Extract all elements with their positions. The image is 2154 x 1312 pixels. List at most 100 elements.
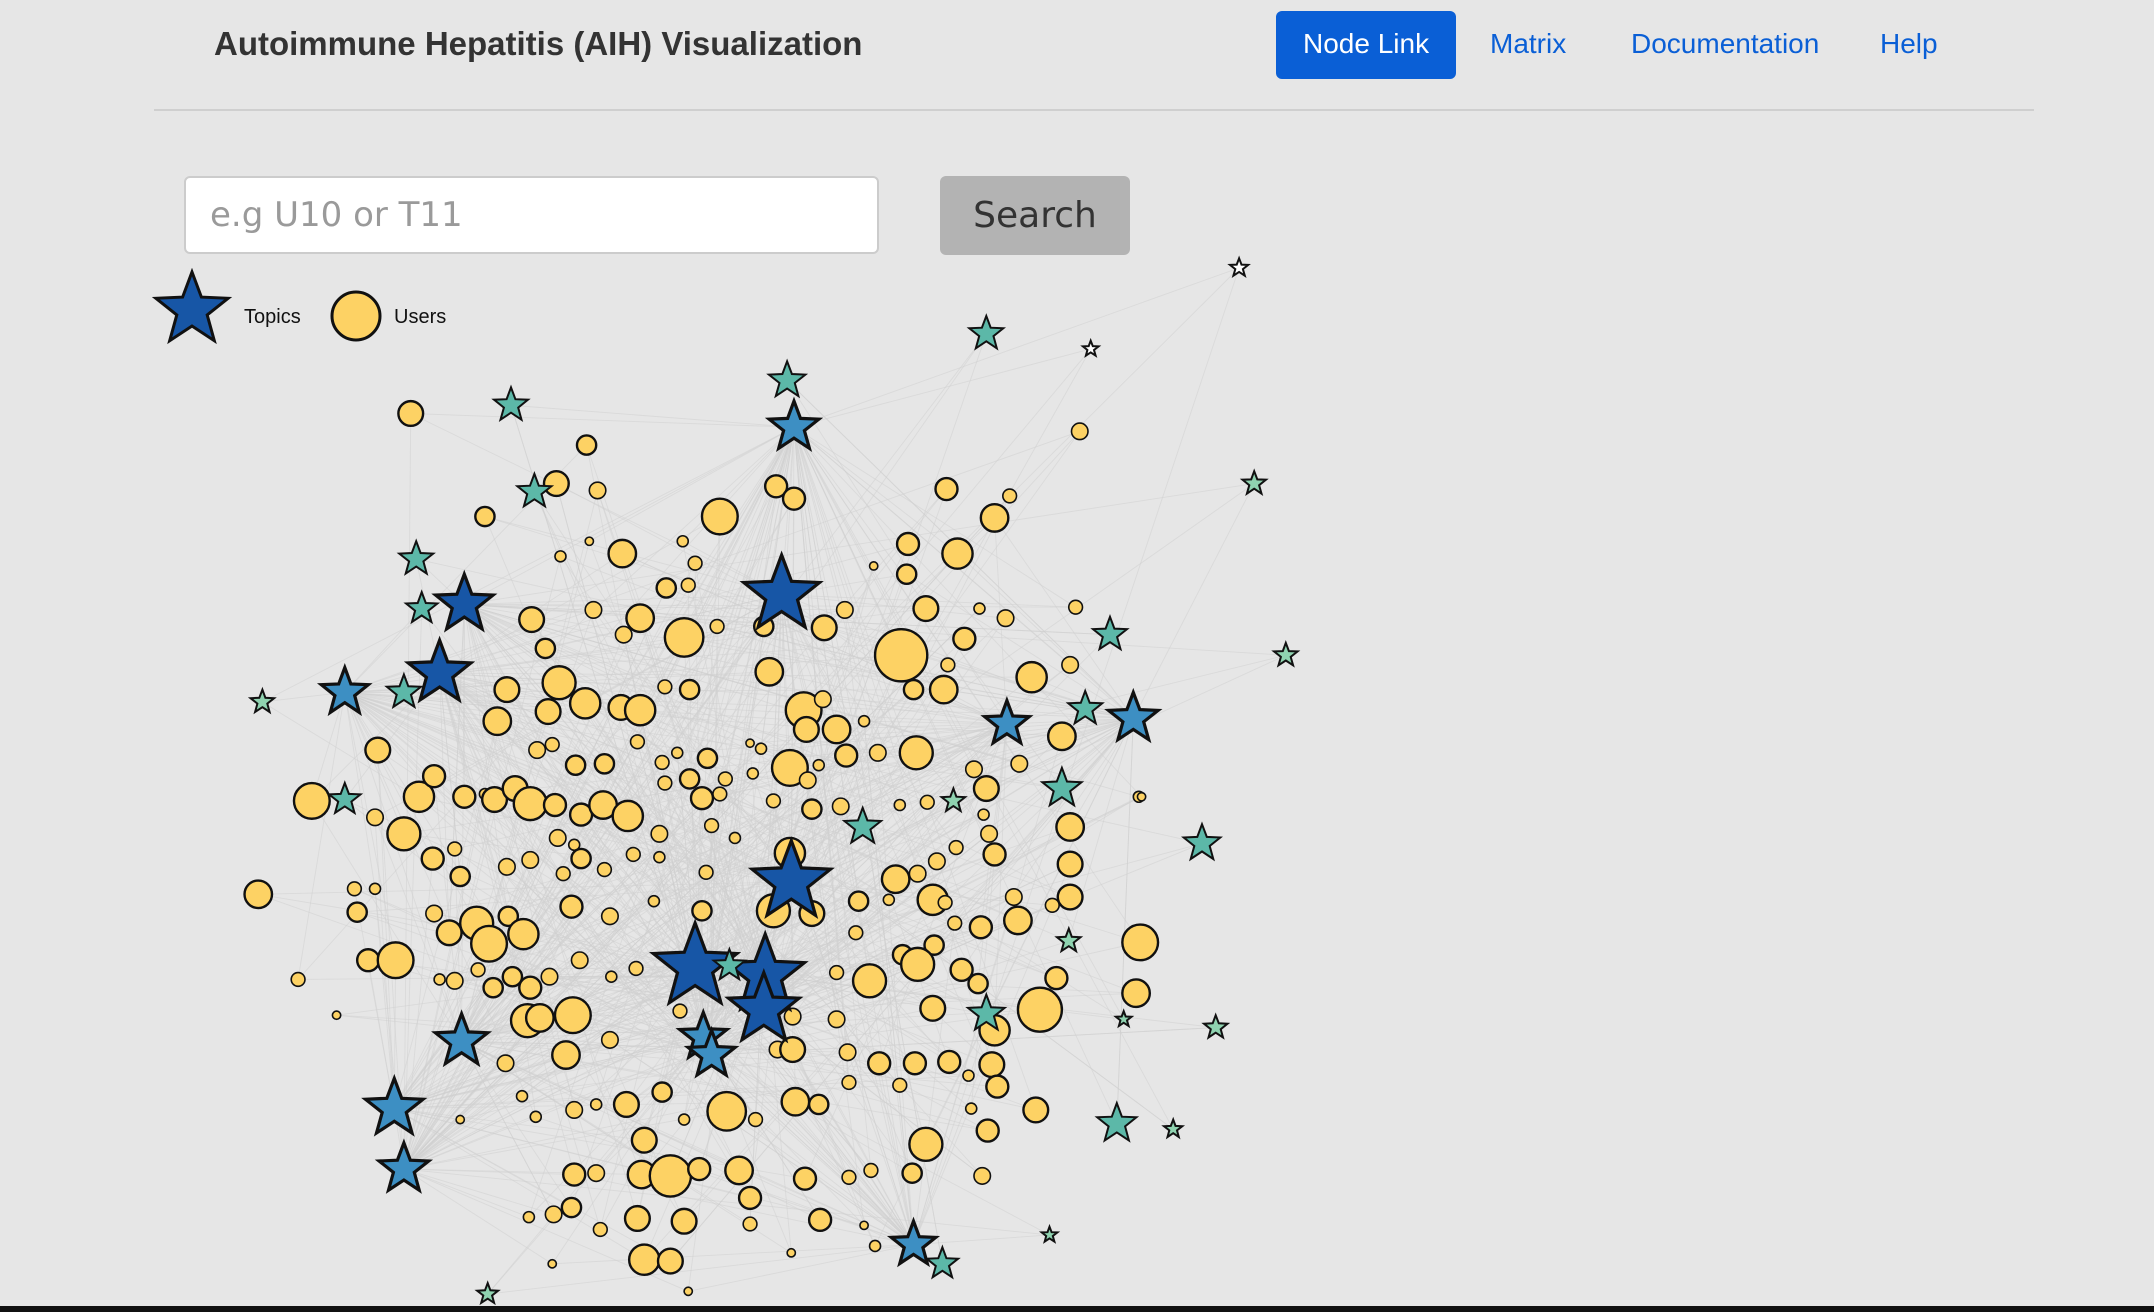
topic-node[interactable] [1054, 925, 1084, 954]
user-node[interactable] [1121, 923, 1160, 962]
user-node[interactable] [703, 817, 720, 834]
user-node[interactable] [973, 602, 986, 615]
user-node[interactable] [551, 1040, 581, 1070]
user-node[interactable] [1016, 986, 1064, 1033]
user-node[interactable] [908, 864, 927, 883]
user-node[interactable] [355, 948, 381, 973]
user-node[interactable] [996, 609, 1015, 628]
topic-node[interactable] [923, 1244, 961, 1280]
user-node[interactable] [977, 808, 990, 821]
user-node[interactable] [629, 734, 646, 750]
user-node[interactable] [934, 476, 959, 502]
user-node[interactable] [1002, 905, 1033, 936]
user-node[interactable] [964, 1102, 978, 1115]
user-node[interactable] [534, 637, 557, 660]
user-node[interactable] [651, 1081, 673, 1103]
user-node[interactable] [647, 894, 661, 908]
user-node[interactable] [765, 793, 782, 809]
user-node[interactable] [570, 951, 589, 970]
user-node[interactable] [807, 1093, 830, 1116]
user-node[interactable] [625, 603, 656, 634]
user-node[interactable] [469, 924, 509, 963]
user-node[interactable] [792, 715, 820, 744]
user-node[interactable] [565, 1100, 584, 1120]
user-node[interactable] [1067, 599, 1084, 615]
user-node[interactable] [386, 816, 422, 852]
user-node[interactable] [592, 1221, 608, 1238]
user-node[interactable] [656, 1247, 684, 1275]
user-node[interactable] [975, 1118, 1000, 1143]
user-node[interactable] [630, 1126, 658, 1154]
user-node[interactable] [548, 828, 567, 848]
user-node[interactable] [927, 852, 946, 871]
user-node[interactable] [650, 824, 669, 843]
user-node[interactable] [1022, 1096, 1050, 1124]
user-node[interactable] [346, 881, 363, 897]
nav-documentation[interactable]: Documentation [1631, 28, 1820, 59]
user-node[interactable] [657, 679, 673, 695]
topic-node[interactable] [396, 538, 436, 576]
topic-node[interactable] [886, 1216, 941, 1268]
user-node[interactable] [967, 972, 989, 995]
topic-node[interactable] [1181, 821, 1223, 862]
user-node[interactable] [821, 714, 852, 745]
user-node[interactable] [346, 901, 368, 923]
user-node[interactable] [972, 774, 1000, 803]
user-node[interactable] [807, 1207, 833, 1233]
user-node[interactable] [689, 785, 715, 811]
user-node[interactable] [1044, 897, 1060, 913]
user-node[interactable] [518, 975, 543, 1000]
user-node[interactable] [706, 1090, 748, 1132]
user-node[interactable] [847, 890, 870, 912]
user-node[interactable] [654, 754, 670, 771]
user-node[interactable] [676, 534, 690, 548]
user-node[interactable] [1121, 978, 1152, 1009]
user-node[interactable] [947, 915, 963, 931]
user-node[interactable] [899, 946, 936, 983]
user-node[interactable] [614, 625, 633, 644]
user-node[interactable] [985, 1074, 1010, 1099]
user-node[interactable] [746, 767, 760, 780]
user-node[interactable] [657, 775, 673, 791]
user-node[interactable] [588, 481, 607, 500]
user-node[interactable] [838, 1043, 857, 1062]
user-node[interactable] [1004, 887, 1023, 907]
user-node[interactable] [857, 714, 871, 728]
user-node[interactable] [831, 797, 850, 816]
user-node[interactable] [866, 1051, 892, 1076]
user-node[interactable] [908, 1126, 944, 1162]
user-node[interactable] [672, 1003, 688, 1019]
user-node[interactable] [868, 743, 887, 762]
user-node[interactable] [522, 1210, 536, 1224]
user-node[interactable] [623, 1204, 651, 1233]
topic-node[interactable] [764, 396, 824, 452]
user-node[interactable] [575, 434, 598, 456]
user-node[interactable] [1056, 850, 1084, 878]
nav-matrix[interactable]: Matrix [1490, 28, 1567, 59]
user-node[interactable] [859, 1220, 869, 1231]
user-node[interactable] [560, 1196, 583, 1219]
user-node[interactable] [623, 693, 657, 727]
user-node[interactable] [754, 656, 785, 687]
user-node[interactable] [292, 781, 331, 820]
user-node[interactable] [687, 555, 703, 571]
user-node[interactable] [445, 971, 464, 990]
user-node[interactable] [709, 618, 725, 635]
user-node[interactable] [898, 735, 934, 771]
user-node[interactable] [717, 771, 733, 787]
topic-node[interactable] [747, 836, 835, 920]
user-node[interactable] [948, 839, 964, 856]
user-node[interactable] [827, 1010, 846, 1029]
topic-node[interactable] [431, 569, 498, 633]
user-node[interactable] [612, 1090, 640, 1119]
user-node[interactable] [607, 538, 638, 569]
user-node[interactable] [470, 962, 486, 978]
user-node[interactable] [873, 627, 929, 683]
topic-node[interactable] [1038, 1223, 1061, 1244]
topic-node[interactable] [766, 358, 809, 399]
user-node[interactable] [677, 1113, 691, 1126]
user-node[interactable] [783, 1007, 802, 1026]
topic-node[interactable] [1104, 687, 1163, 744]
nav-help[interactable]: Help [1880, 28, 1938, 59]
